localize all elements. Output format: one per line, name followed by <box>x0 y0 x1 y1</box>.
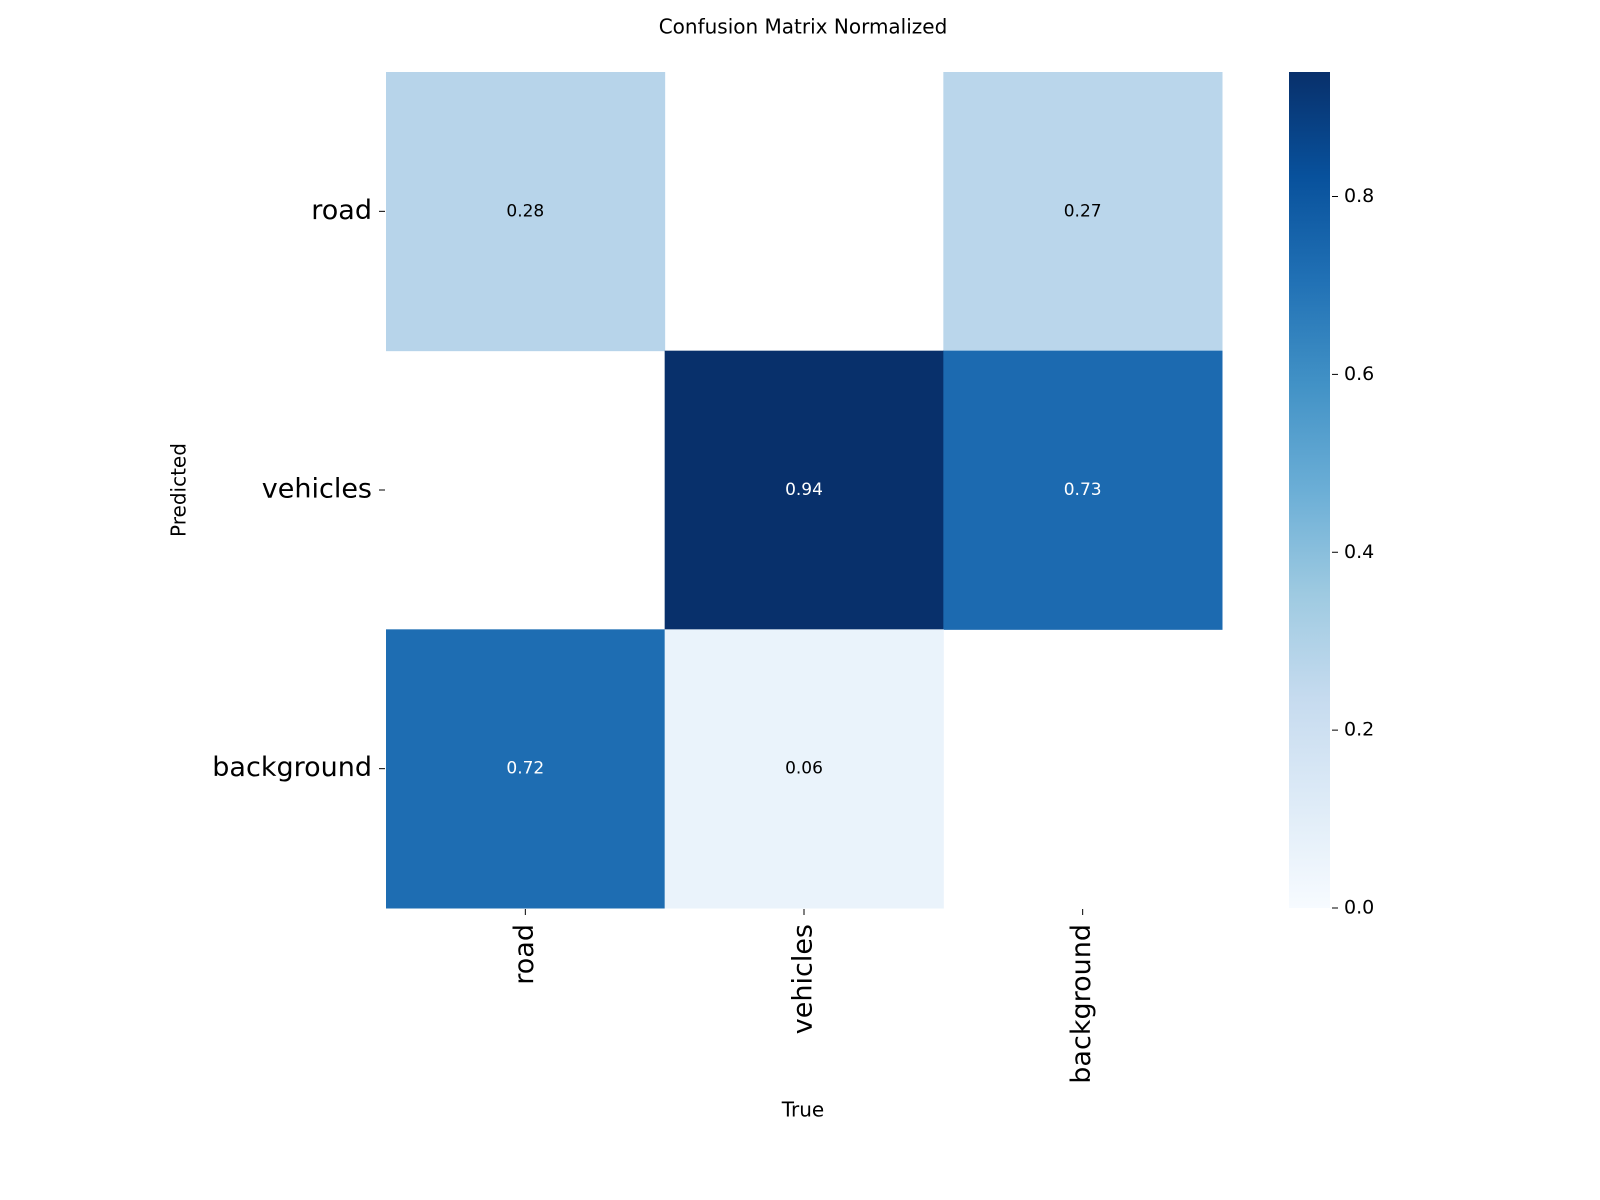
x-axis-title: True <box>781 1098 824 1122</box>
x-tick-label: background <box>1066 924 1097 1084</box>
y-tick-label: vehicles <box>262 474 372 505</box>
cell-value-label: 0.27 <box>1064 201 1102 221</box>
heatmap-cell <box>943 350 1223 630</box>
cell-value-label: 0.72 <box>506 759 544 779</box>
x-tick-label: road <box>509 924 540 985</box>
colorbar <box>1289 72 1330 908</box>
y-tick-label: road <box>311 195 372 226</box>
cell-value-label: 0.73 <box>1064 480 1102 500</box>
heatmap-cell <box>664 350 944 630</box>
cell-value-label: 0.28 <box>506 201 544 221</box>
colorbar-tick-label: 0.2 <box>1344 719 1374 741</box>
cell-value-label: 0.06 <box>785 759 823 779</box>
y-axis-title: Predicted <box>167 443 191 537</box>
heatmap-cell <box>943 72 1223 352</box>
colorbar-tick-label: 0.8 <box>1344 185 1374 207</box>
heatmap-cell <box>386 629 666 909</box>
x-tick-label: vehicles <box>788 924 819 1034</box>
y-tick-label: background <box>212 752 372 783</box>
heatmap-cell <box>386 72 666 352</box>
colorbar-tick-label: 0.4 <box>1344 541 1374 563</box>
colorbar-tick-label: 0.6 <box>1344 363 1374 385</box>
chart-title: Confusion Matrix Normalized <box>659 15 948 39</box>
cell-value-label: 0.94 <box>785 480 823 500</box>
colorbar-tick-label: 0.0 <box>1344 897 1374 919</box>
heatmap-cell <box>664 629 944 909</box>
